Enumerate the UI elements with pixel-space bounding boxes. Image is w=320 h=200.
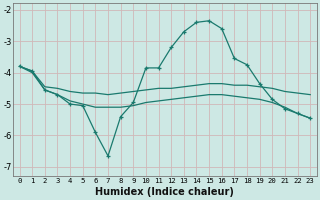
X-axis label: Humidex (Indice chaleur): Humidex (Indice chaleur) <box>95 187 234 197</box>
